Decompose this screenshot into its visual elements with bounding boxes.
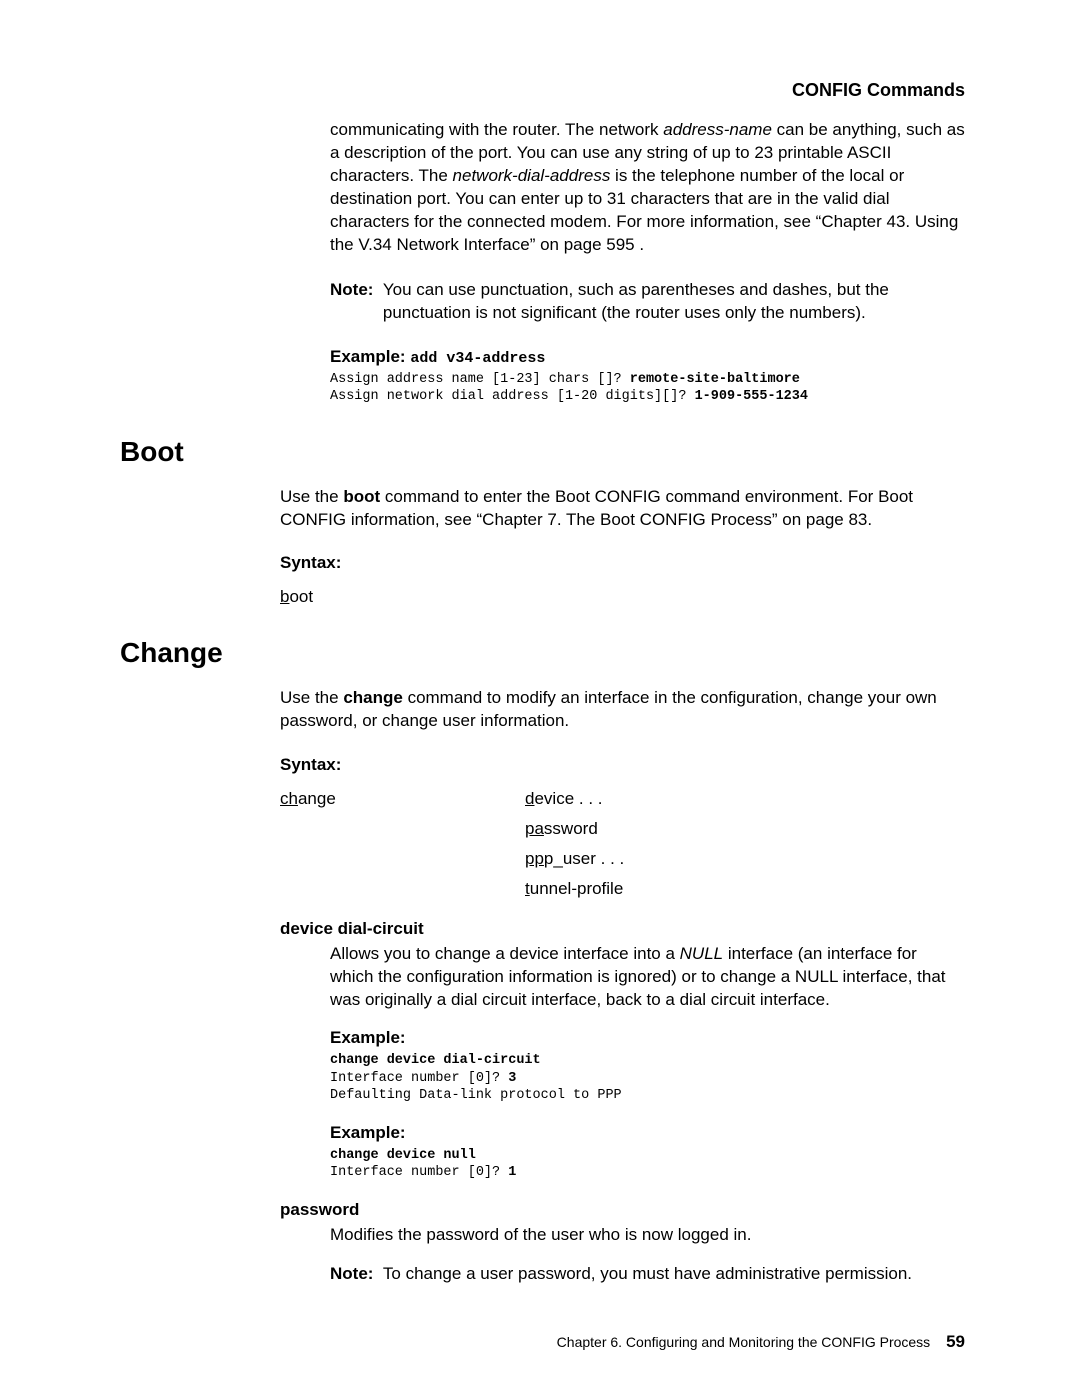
text: Allows you to change a device interface … [330, 944, 680, 963]
text: ssword [544, 819, 598, 838]
example-label: Example: [330, 1028, 965, 1048]
syntax-option: device . . . [525, 789, 603, 809]
syntax-label: Syntax: [280, 755, 965, 775]
code-text: Defaulting Data-link protocol to PPP [330, 1088, 622, 1103]
text: evice . . . [534, 789, 602, 808]
code-text: Assign network dial address [1-20 digits… [330, 389, 695, 404]
example-heading: Example: add v34-address [330, 347, 965, 367]
syntax-row: password [280, 819, 965, 839]
syntax-option: ppp_user . . . [525, 849, 624, 869]
text: p_user . . . [544, 849, 624, 868]
italic-term: NULL [680, 944, 723, 963]
code-text: Interface number [0]? [330, 1165, 508, 1180]
section-heading-change: Change [120, 637, 965, 669]
code-bold: 1 [508, 1165, 516, 1180]
page-footer: Chapter 6. Configuring and Monitoring th… [557, 1332, 965, 1352]
code-bold: change device dial-circuit [330, 1053, 541, 1068]
code-bold: remote-site-baltimore [630, 372, 800, 387]
code-bold: change device null [330, 1148, 476, 1163]
syntax-row: tunnel-profile [280, 879, 965, 899]
text: ange [298, 789, 336, 808]
syntax-option: tunnel-profile [525, 879, 623, 899]
code-text: Assign address name [1-23] chars []? [330, 372, 630, 387]
example-label: Example: [330, 1123, 965, 1143]
note-body: To change a user password, you must have… [383, 1263, 965, 1286]
note-body: You can use punctuation, such as parenth… [383, 279, 965, 325]
example-code: add v34-address [410, 350, 545, 367]
note-block: Note: To change a user password, you mus… [330, 1263, 965, 1286]
code-text: Interface number [0]? [330, 1071, 508, 1086]
note-label: Note: [330, 279, 383, 325]
text: unnel-profile [530, 879, 624, 898]
syntax-row: ppp_user . . . [280, 849, 965, 869]
footer-chapter: Chapter 6. Configuring and Monitoring th… [557, 1334, 931, 1350]
bold-term: boot [343, 487, 380, 506]
section-heading-boot: Boot [120, 436, 965, 468]
subcommand-body: Modifies the password of the user who is… [330, 1224, 965, 1247]
text: Use the [280, 487, 343, 506]
code-block: Assign address name [1-23] chars []? rem… [330, 371, 965, 406]
syntax-command: boot [280, 587, 965, 607]
underline: pp [525, 849, 544, 868]
subcommand-body: Allows you to change a device interface … [330, 943, 965, 1012]
text: oot [289, 587, 313, 606]
italic-term: network-dial-address [453, 166, 611, 185]
intro-paragraph: communicating with the router. The netwo… [330, 119, 965, 257]
code-block: change device null Interface number [0]?… [330, 1147, 965, 1182]
page-header: CONFIG Commands [120, 80, 965, 101]
text: communicating with the router. The netwo… [330, 120, 663, 139]
example-label: Example: [330, 347, 410, 366]
bold-term: change [343, 688, 403, 707]
code-block: change device dial-circuit Interface num… [330, 1052, 965, 1105]
footer-page-number: 59 [946, 1332, 965, 1351]
italic-term: address-name [663, 120, 772, 139]
change-description: Use the change command to modify an inte… [280, 687, 965, 733]
code-bold: 3 [508, 1071, 516, 1086]
boot-description: Use the boot command to enter the Boot C… [280, 486, 965, 532]
text: Use the [280, 688, 343, 707]
subcommand-heading: device dial-circuit [280, 919, 965, 939]
subcommand-heading: password [280, 1200, 965, 1220]
underline: pa [525, 819, 544, 838]
note-label: Note: [330, 1263, 383, 1286]
syntax-label: Syntax: [280, 553, 965, 573]
syntax-command: change [280, 789, 525, 809]
code-bold: 1-909-555-1234 [695, 389, 808, 404]
syntax-row: change device . . . [280, 789, 965, 809]
underline: ch [280, 789, 298, 808]
note-block: Note: You can use punctuation, such as p… [330, 279, 965, 325]
syntax-option: password [525, 819, 598, 839]
